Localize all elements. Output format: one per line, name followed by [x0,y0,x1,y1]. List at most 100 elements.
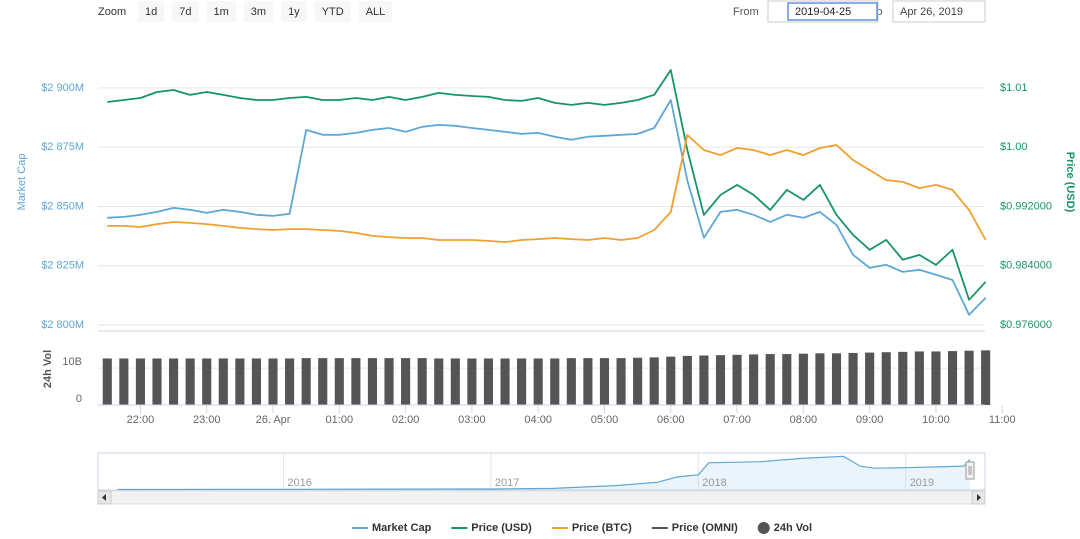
y2-tick-label: $1.00 [1000,141,1028,153]
scrollbar-right-arrow [977,494,981,501]
vol-bar [865,352,875,405]
scrollbar-left-arrow [102,494,106,501]
x-tick-label: 01:00 [326,414,354,426]
vol-bar [947,351,958,405]
vol-bar [831,353,842,405]
legend-symbol [757,522,770,534]
zoom-button-label[interactable]: 1d [145,6,157,18]
legend-label[interactable]: Price (OMNI) [672,522,738,534]
y2-tick-label: $0.976000 [1000,319,1052,331]
x-tick-label: 10:00 [922,414,950,426]
vol-bar [202,358,212,405]
vol-bar [699,355,709,405]
vol-bar [517,358,527,405]
vol-bar [981,350,991,405]
series-line [107,99,987,316]
vol-bar [616,358,626,405]
zoom-button[interactable] [314,1,351,22]
vol-bar [715,355,726,405]
vol-bar [682,355,692,405]
vol-bar [533,358,543,405]
x-tick-label: 03:00 [458,414,486,426]
y-tick-label: $2 850M [41,200,84,212]
to-input[interactable] [892,0,986,23]
y2-tick-label: $0.992000 [1000,200,1052,212]
zoom-button[interactable] [243,1,274,22]
vol-bar [285,358,295,405]
navigator-tick-label: 2019 [910,477,934,489]
zoom-button-label[interactable]: YTD [322,6,344,18]
vol-bar [881,352,891,405]
vol-bar [152,358,162,405]
vol-bar [119,358,129,405]
y2-axis-title: Price (USD) [1064,152,1076,213]
legend-label[interactable]: Price (USD) [471,522,532,534]
zoom-button-label[interactable]: 7d [179,6,191,18]
vol-bar [550,358,560,405]
navigator-frame [97,452,986,491]
legend-label[interactable]: Price (BTC) [572,522,632,534]
series-line [107,134,987,243]
vol-bar [898,351,908,405]
vol-bar [351,358,361,405]
x-tick-label: 05:00 [591,414,619,426]
vol-bar [318,358,328,405]
legend-label[interactable]: Market Cap [372,522,432,534]
vol-bar [848,352,858,405]
x-tick-label: 26. Apr [256,414,291,426]
x-tick-label: 04:00 [524,414,552,426]
vol-bar [185,358,195,405]
legend-label[interactable]: 24h Vol [774,522,812,534]
zoom-button[interactable] [206,1,236,22]
vol-bar [367,358,378,405]
navigator-tick-label: 2016 [287,477,311,489]
y-tick-label: $2 800M [41,319,84,331]
zoom-button-label[interactable]: 3m [251,6,266,18]
zoom-button[interactable] [358,1,393,22]
vol-bar [301,358,311,405]
vol-bar [401,358,411,405]
x-tick-label: 02:00 [392,414,420,426]
vol-bar [500,358,510,405]
navigator-tick-label: 2018 [702,477,726,489]
vol-bar [815,353,825,405]
vol-bar [583,358,593,405]
vol-axis-title: 24h Vol [42,350,54,388]
vol-bar [765,354,775,405]
navigator-handle[interactable] [965,461,975,480]
y2-tick-label: $0.984000 [1000,260,1052,272]
x-tick-label: 11:00 [989,414,1016,426]
zoom-button-label[interactable]: 1m [214,6,229,18]
x-tick-label: 07:00 [723,414,751,426]
y2-tick-label: $1.01 [1000,82,1028,94]
from-input-edit[interactable] [787,2,878,21]
to-input-value[interactable]: Apr 26, 2019 [900,6,963,18]
zoom-button[interactable] [138,1,165,22]
from-input-value[interactable]: 2019-04-25 [795,6,851,18]
x-tick-label: 23:00 [193,414,221,426]
vol-bar [964,350,974,405]
zoom-label: Zoom [98,6,126,18]
vol-bar [666,356,676,405]
vol-bar [914,351,924,405]
navigator-line [117,455,971,491]
vol-bar [268,358,278,405]
vol-bar [169,358,179,405]
vol-bar [251,358,261,405]
x-tick-label: 06:00 [657,414,685,426]
zoom-button-label[interactable]: ALL [366,6,386,18]
zoom-button[interactable] [281,1,307,22]
vol-bar [483,358,494,405]
zoom-button[interactable] [172,1,199,22]
from-label: From [733,6,759,18]
vol-bar [749,354,759,405]
scrollbar-track[interactable] [97,490,986,505]
vol-bar [218,358,228,405]
vol-bar [235,358,245,405]
vol-bar [135,358,145,405]
series-line [107,69,987,301]
y-tick-label: $2 900M [41,82,84,94]
zoom-button-label[interactable]: 1y [288,6,300,18]
